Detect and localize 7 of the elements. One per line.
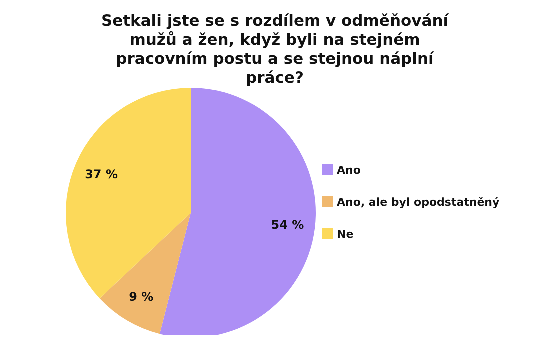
data-label: 37 % — [85, 167, 118, 182]
legend-label: Ne — [337, 228, 354, 240]
data-label: 9 % — [129, 290, 154, 304]
legend-label: Ano, ale byl opodstatněný — [337, 196, 500, 208]
chart-title: Setkali jste se s rozdílem v odměňování mužů a žen, když byli na stejném pracovním postu a se stejnou náplní práce? — [100, 11, 450, 87]
legend-label: Ano — [337, 164, 361, 176]
data-label: 54 % — [271, 218, 304, 232]
